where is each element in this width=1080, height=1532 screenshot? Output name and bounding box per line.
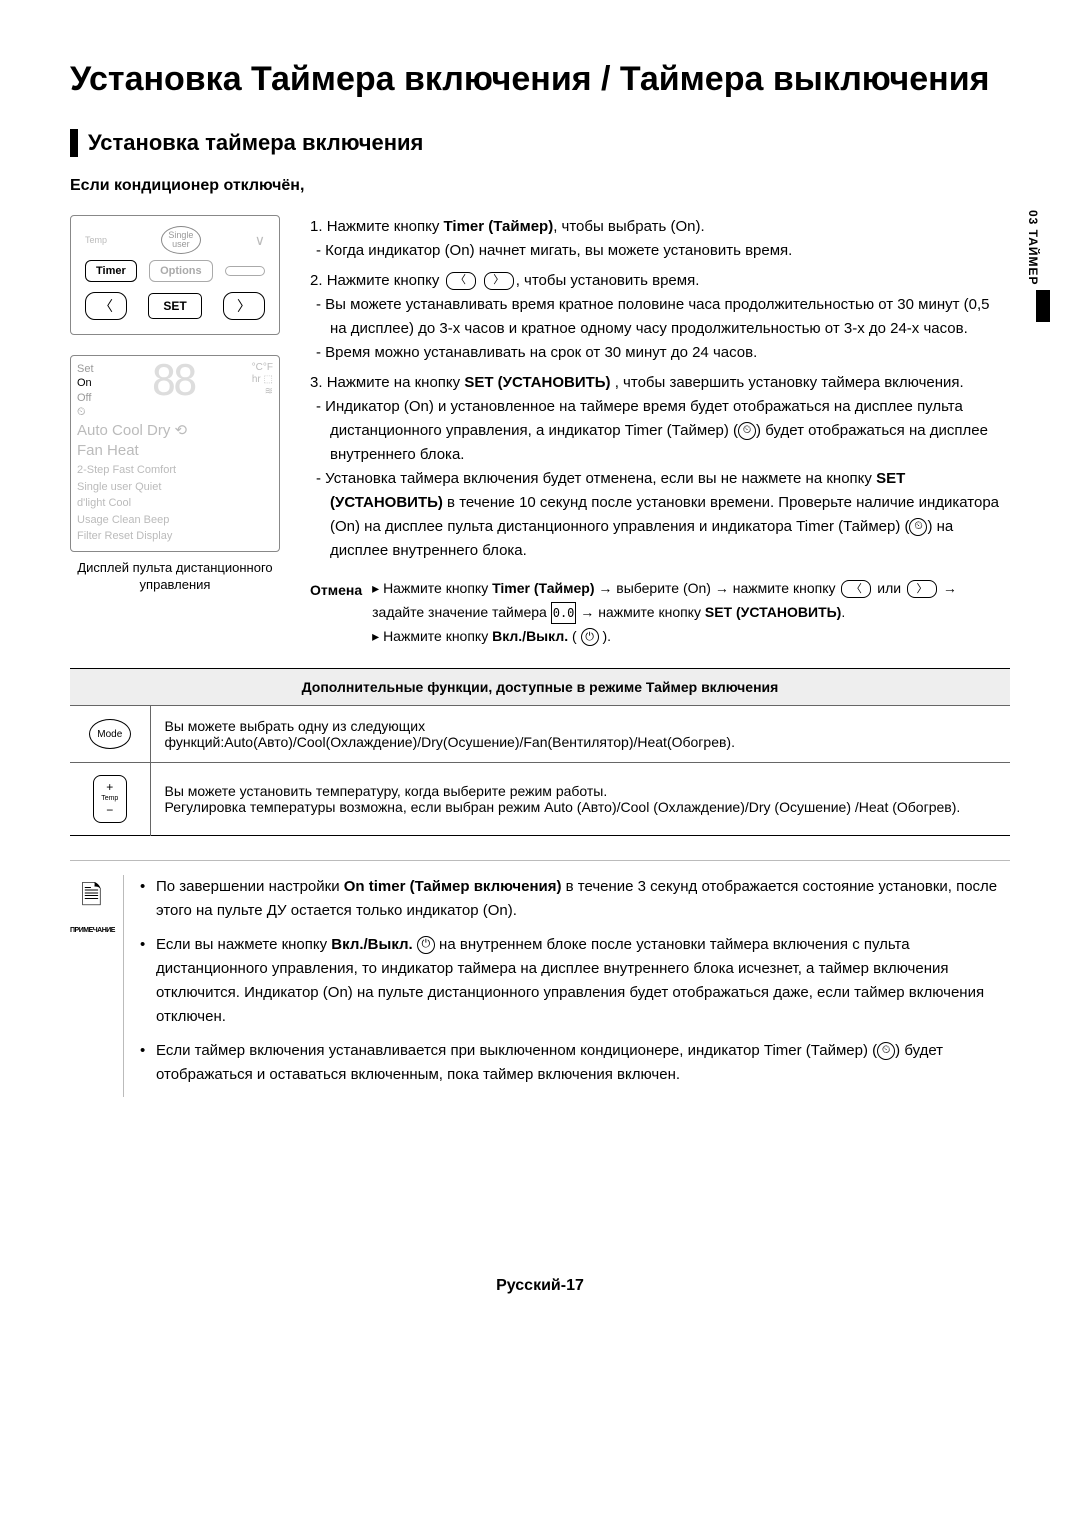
side-bar-marker (1036, 290, 1050, 322)
step-1: 1. Нажмите кнопку Timer (Таймер), чтобы … (310, 215, 1010, 263)
display-diagram: Set On Off ⏲ 88 °C°F hr ⬚ ≋ Auto Cool Dr… (70, 355, 280, 552)
temp-icon: +Temp− (93, 775, 127, 822)
remote-diagram: Temp Single user ∨ Timer Options 〈 SET 〉 (70, 215, 280, 335)
cancel-section: Отмена Нажмите кнопку Timer (Таймер) → в… (310, 577, 1010, 648)
subtitle: Если кондиционер отключён, (70, 177, 1010, 195)
display-caption: Дисплей пульта дистанционного управления (70, 560, 280, 594)
timer-button: Timer (85, 260, 137, 282)
step-3: 3. Нажмите на кнопку SET (УСТАНОВИТЬ) , … (310, 371, 1010, 563)
page-footer: Русский-17 (70, 1277, 1010, 1295)
note-icon: 🗎 (70, 875, 113, 917)
settings-button (225, 266, 265, 276)
step-2: 2. Нажмите кнопку 〈 〉, чтобы установить … (310, 269, 1010, 365)
left-arrow-button: 〈 (85, 292, 127, 320)
section-header: Установка таймера включения (70, 129, 1010, 157)
functions-table: Дополнительные функции, доступные в режи… (70, 668, 1010, 835)
options-button: Options (149, 260, 213, 282)
notes-section: 🗎 ПРИМЕЧАНИЕ По завершении настройки On … (70, 860, 1010, 1097)
right-arrow-button: 〉 (223, 292, 265, 320)
set-button: SET (148, 293, 201, 319)
side-tab-label: 03 ТАЙМЕР (1026, 210, 1040, 286)
page-title: Установка Таймера включения / Таймера вы… (70, 60, 1010, 99)
single-user-oval: Single user (161, 226, 201, 254)
mode-icon: Mode (89, 719, 131, 749)
